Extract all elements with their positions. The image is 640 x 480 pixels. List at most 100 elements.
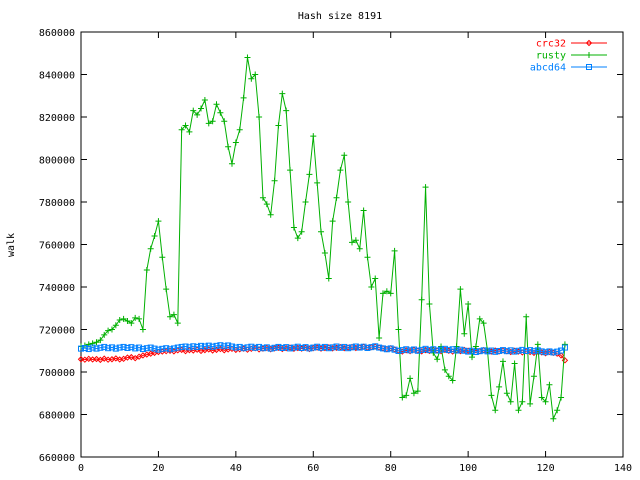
data-point-abcd64 — [147, 344, 154, 351]
data-point-rusty — [151, 233, 158, 239]
series-abcd64 — [78, 342, 568, 356]
data-point-rusty — [476, 315, 483, 322]
data-point-rusty — [349, 239, 355, 246]
data-point-abcd64 — [116, 344, 123, 351]
data-point-abcd64 — [395, 347, 402, 354]
data-point-rusty — [240, 94, 247, 101]
data-point-abcd64 — [232, 344, 239, 351]
data-point-abcd64 — [139, 346, 146, 353]
data-point-abcd64 — [484, 348, 491, 355]
legend-entry-crc32: crc32 — [536, 39, 607, 50]
data-point-abcd64 — [337, 344, 344, 351]
data-point-abcd64 — [120, 343, 127, 350]
data-point-abcd64 — [209, 343, 216, 350]
data-point-abcd64 — [561, 344, 568, 351]
data-point-abcd64 — [387, 345, 394, 352]
data-point-rusty — [306, 171, 313, 178]
data-point-abcd64 — [418, 346, 425, 353]
data-point-abcd64 — [538, 348, 545, 355]
data-point-rusty — [395, 326, 402, 333]
data-point-rusty — [519, 398, 526, 405]
data-point-abcd64 — [515, 347, 522, 354]
data-point-rusty — [209, 118, 216, 125]
data-point-rusty — [387, 290, 394, 297]
series-layer — [77, 54, 569, 422]
data-point-abcd64 — [488, 347, 495, 354]
data-point-abcd64 — [457, 346, 464, 353]
data-point-rusty — [228, 160, 235, 167]
data-point-abcd64 — [356, 344, 363, 351]
data-point-rusty — [449, 377, 456, 384]
data-point-rusty — [538, 394, 545, 401]
data-point-abcd64 — [325, 345, 332, 352]
data-point-abcd64 — [554, 348, 561, 355]
data-point-abcd64 — [163, 345, 170, 352]
y-tick-label: 760000 — [39, 241, 75, 252]
data-point-abcd64 — [128, 344, 135, 351]
data-point-rusty — [426, 301, 433, 307]
data-point-rusty — [407, 375, 414, 382]
data-point-abcd64 — [275, 343, 282, 350]
data-point-rusty — [561, 341, 568, 348]
data-point-rusty — [101, 331, 108, 338]
data-point-abcd64 — [360, 343, 367, 350]
data-point-rusty — [511, 360, 518, 367]
x-tick-label: 140 — [614, 463, 632, 474]
data-point-abcd64 — [310, 344, 317, 351]
data-point-rusty — [128, 320, 135, 327]
data-point-abcd64 — [178, 343, 185, 350]
x-tick-label: 100 — [459, 463, 477, 474]
data-point-rusty — [290, 224, 297, 231]
data-point-abcd64 — [329, 344, 336, 351]
data-point-rusty — [499, 358, 506, 365]
data-point-abcd64 — [530, 348, 537, 355]
y-tick-label: 860000 — [39, 28, 75, 39]
data-point-rusty — [232, 139, 239, 146]
data-point-rusty — [329, 218, 336, 225]
data-point-abcd64 — [511, 348, 518, 355]
data-point-rusty — [352, 237, 359, 244]
x-tick-label: 20 — [152, 463, 164, 474]
data-point-rusty — [252, 71, 259, 78]
data-point-rusty — [310, 133, 317, 140]
data-point-abcd64 — [190, 343, 197, 350]
data-point-rusty — [546, 381, 553, 388]
data-point-rusty — [275, 122, 282, 129]
data-point-abcd64 — [399, 347, 406, 354]
data-point-abcd64 — [445, 347, 452, 354]
data-point-crc32 — [85, 355, 92, 363]
data-point-rusty — [263, 201, 270, 208]
data-point-abcd64 — [124, 344, 131, 351]
data-point-abcd64 — [201, 343, 208, 350]
data-point-rusty — [271, 177, 278, 184]
data-point-rusty — [221, 118, 228, 125]
data-point-abcd64 — [383, 346, 390, 353]
data-point-rusty — [345, 199, 352, 205]
data-point-abcd64 — [225, 342, 232, 349]
data-point-abcd64 — [492, 348, 499, 355]
data-point-rusty — [469, 354, 476, 361]
data-point-rusty — [159, 254, 166, 261]
chart-title: Hash size 8191 — [298, 11, 382, 22]
y-tick-label: 780000 — [39, 198, 75, 209]
data-point-rusty — [472, 343, 479, 350]
x-tick-label: 120 — [537, 463, 555, 474]
data-point-abcd64 — [155, 346, 162, 353]
data-point-rusty — [488, 392, 495, 399]
data-point-abcd64 — [132, 345, 139, 352]
data-point-abcd64 — [263, 344, 270, 351]
data-point-abcd64 — [441, 345, 448, 352]
y-tick-label: 800000 — [39, 156, 75, 167]
data-point-abcd64 — [426, 347, 433, 354]
legend-label: abcd64 — [530, 63, 566, 74]
data-point-rusty — [360, 207, 367, 214]
data-point-abcd64 — [182, 343, 189, 350]
data-point-abcd64 — [89, 344, 96, 351]
data-point-rusty — [356, 245, 363, 252]
data-point-rusty — [155, 218, 162, 225]
data-point-rusty — [418, 296, 425, 303]
data-point-rusty — [318, 228, 325, 235]
data-point-abcd64 — [236, 343, 243, 350]
data-point-abcd64 — [422, 345, 429, 352]
legend-entry-rusty: rusty — [536, 51, 607, 62]
